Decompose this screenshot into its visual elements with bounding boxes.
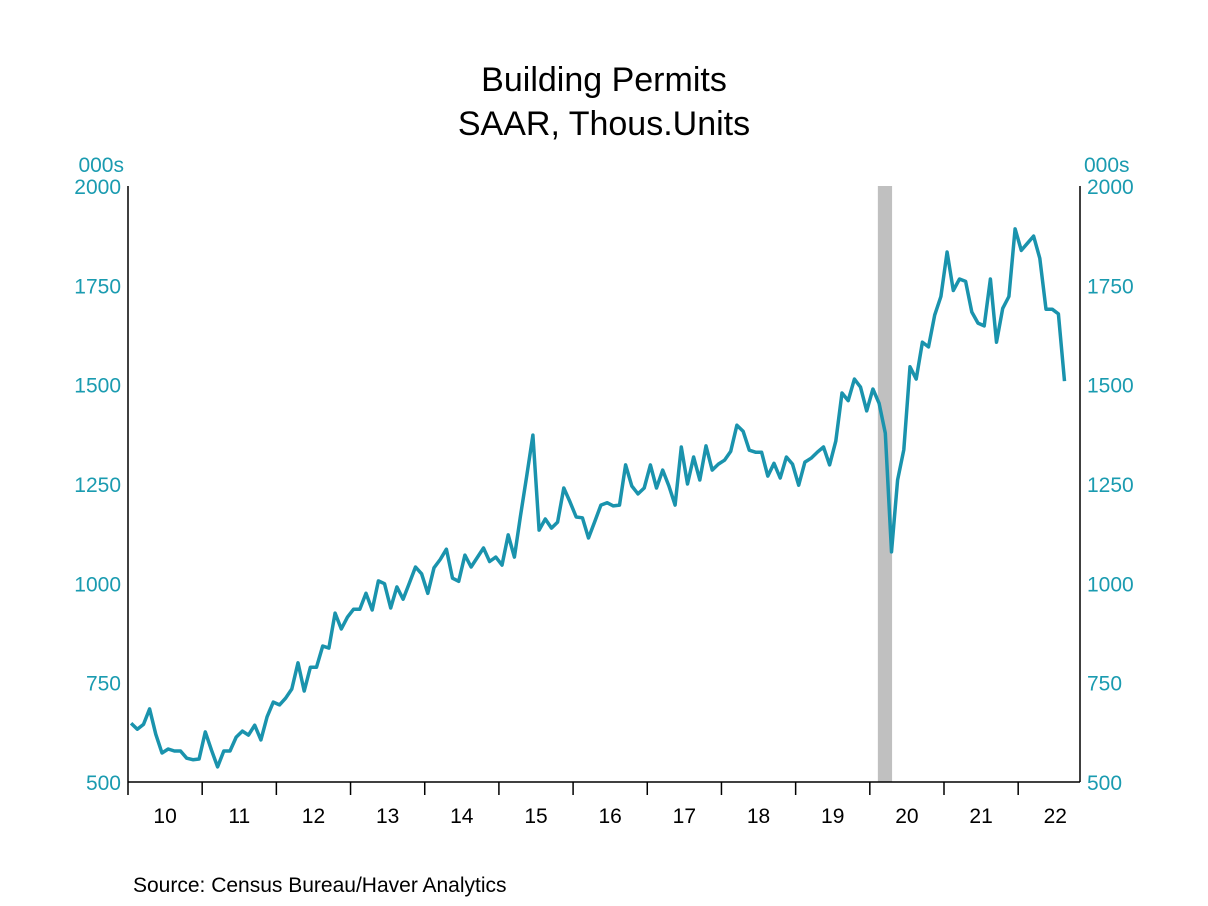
y-tick-label-right: 1250 — [1087, 474, 1134, 497]
left-unit-label: 000s — [78, 154, 124, 177]
series-group — [129, 227, 1067, 769]
x-tick-label: 20 — [895, 805, 918, 828]
y-tick-label-right: 2000 — [1087, 176, 1134, 199]
y-tick-label-left: 1500 — [74, 375, 121, 398]
y-tick-label-left: 500 — [86, 772, 121, 795]
source-note: Source: Census Bureau/Haver Analytics — [133, 874, 507, 897]
y-tick-label-left: 2000 — [74, 176, 121, 199]
y-tick-label-right: 1750 — [1087, 275, 1134, 298]
x-tick-label: 13 — [376, 805, 399, 828]
y-tick-label-right: 500 — [1087, 772, 1122, 795]
x-tick-label: 18 — [747, 805, 770, 828]
y-tick-label-left: 1000 — [74, 573, 121, 596]
x-tick-label: 11 — [228, 805, 250, 828]
y-tick-label-left: 750 — [86, 673, 121, 696]
x-tick-label: 19 — [821, 805, 844, 828]
x-tick-label: 14 — [450, 805, 474, 828]
y-tick-label-right: 1500 — [1087, 375, 1134, 398]
x-tick-label: 15 — [524, 805, 547, 828]
x-tick-label: 16 — [599, 805, 622, 828]
chart-title: Building Permits SAAR, Thous.Units — [0, 58, 1208, 146]
axes: 500 500 750 750 1000 1000 1250 1250 1500 1500 1750… — [74, 176, 1133, 828]
title-line: Building Permits — [481, 61, 727, 99]
x-tick-label: 21 — [969, 805, 992, 828]
y-tick-label-right: 750 — [1087, 673, 1122, 696]
recession-shading-group — [877, 186, 893, 782]
right-unit-label: 000s — [1084, 154, 1130, 177]
y-tick-label-left: 1250 — [74, 474, 121, 497]
y-tick-label-left: 1750 — [74, 275, 121, 298]
recession-bar — [877, 186, 893, 782]
x-tick-label: 17 — [673, 805, 696, 828]
series-line — [129, 227, 1067, 769]
subtitle-line: SAAR, Thous.Units — [457, 105, 751, 143]
y-tick-label-right: 1000 — [1087, 573, 1134, 596]
x-tick-label: 10 — [153, 805, 176, 828]
x-tick-label: 22 — [1044, 805, 1067, 828]
x-tick-label: 12 — [302, 805, 325, 828]
